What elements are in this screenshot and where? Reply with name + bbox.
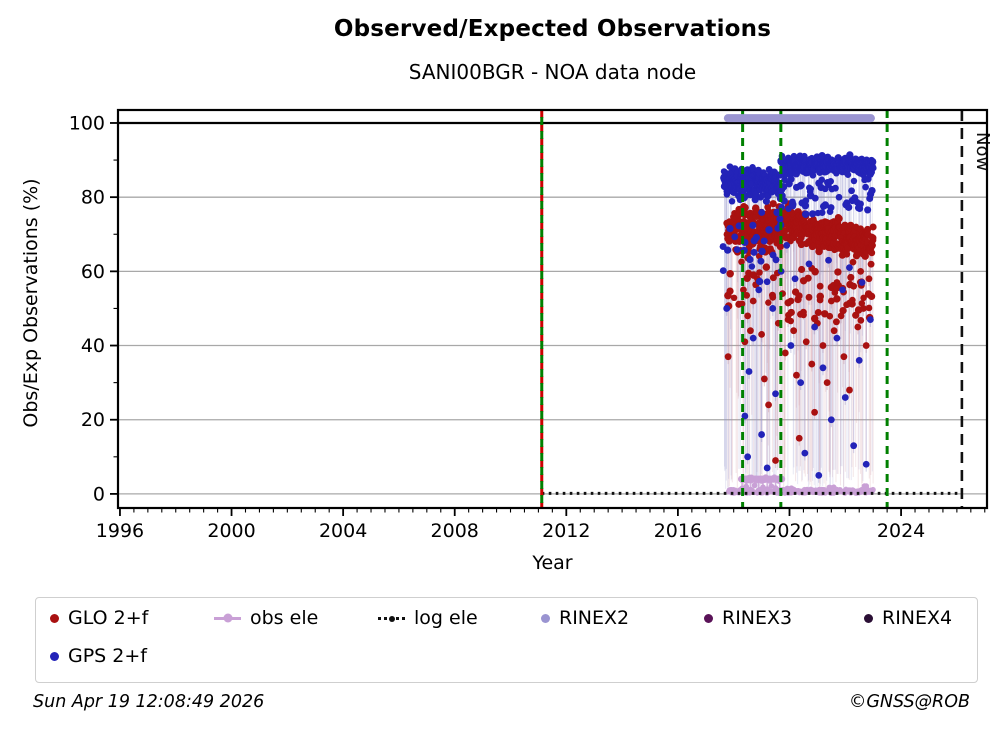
y-tick-label: 20 — [81, 409, 105, 431]
now-line: Now — [960, 110, 993, 508]
log-ele-marker-icon — [378, 615, 405, 622]
timestamp: Sun Apr 19 12:08:49 2026 — [33, 692, 265, 712]
axis-tick-labels: 1996 2000 2004 2008 2012 2016 2020 2024 0 20 40 60 8… — [69, 112, 926, 542]
legend-label: RINEX4 — [882, 607, 953, 629]
x-tick-label: 2020 — [765, 520, 813, 542]
legend-item-rinex2: RINEX2 — [541, 604, 629, 632]
x-tick-label: 2024 — [877, 520, 925, 542]
legend-label: RINEX2 — [559, 607, 630, 629]
x-axis-label: Year — [532, 552, 573, 574]
chart-subtitle: SANI00BGR - NOA data node — [408, 60, 697, 84]
x-tick-label: 2012 — [542, 520, 590, 542]
legend-label: obs ele — [250, 607, 319, 629]
legend-label: RINEX3 — [722, 607, 793, 629]
plot-area: Now 1996 2000 2004 2008 2012 2016 2020 2024 0 20 40… — [69, 108, 993, 542]
legend-item-gps: GPS 2+f — [50, 642, 147, 670]
legend-label: GLO 2+f — [68, 607, 149, 629]
x-tick-label: 2000 — [207, 520, 255, 542]
legend-label: GPS 2+f — [68, 645, 147, 667]
x-tick-label: 2016 — [654, 520, 702, 542]
x-tick-label: 2004 — [319, 520, 367, 542]
y-tick-label: 40 — [81, 335, 105, 357]
rinex3-marker-icon — [704, 613, 713, 623]
obs-ele-marker-icon — [214, 613, 241, 623]
legend-item-rinex4: RINEX4 — [864, 604, 952, 632]
y-tick-label: 80 — [81, 187, 105, 209]
x-tick-label: 1996 — [96, 520, 144, 542]
gps-marker-icon — [50, 651, 59, 661]
series-gps-points — [719, 151, 877, 479]
legend-item-glo: GLO 2+f — [50, 604, 148, 632]
event-lines — [540, 110, 889, 508]
log-ele-marker-dot-icon — [388, 615, 395, 622]
obs-ele-marker-dot-icon — [223, 613, 232, 623]
legend-item-log-ele: log ele — [378, 604, 478, 632]
legend-item-rinex3: RINEX3 — [704, 604, 792, 632]
axis-ticks — [110, 122, 986, 516]
y-tick-label: 100 — [69, 112, 105, 134]
rinex4-marker-icon — [864, 613, 873, 623]
copyright: ©GNSS@ROB — [848, 692, 970, 712]
chart-title: Observed/Expected Observations — [333, 16, 772, 42]
x-tick-label: 2008 — [431, 520, 479, 542]
now-label: Now — [972, 132, 993, 171]
y-tick-label: 0 — [93, 483, 105, 505]
y-tick-label: 60 — [81, 261, 105, 283]
legend: GLO 2+f obs ele log ele RINEX2 RINEX3 RI… — [35, 597, 978, 683]
rinex2-marker-icon — [541, 613, 550, 623]
legend-item-obs-ele: obs ele — [214, 604, 318, 632]
glo-marker-icon — [50, 613, 59, 623]
legend-label: log ele — [414, 607, 478, 629]
